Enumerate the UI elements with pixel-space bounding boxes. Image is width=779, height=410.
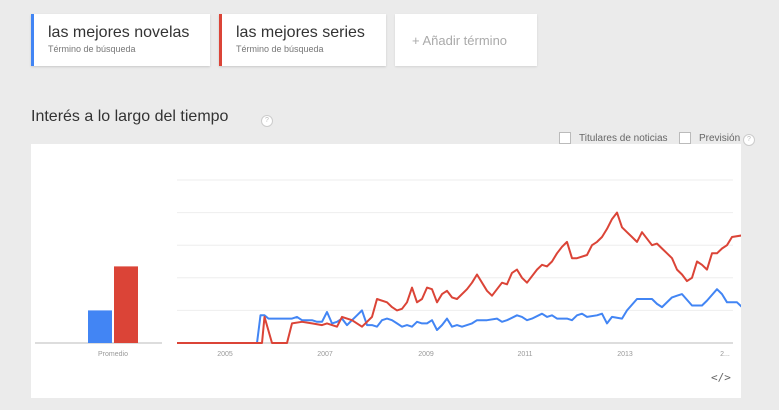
forecast-checkbox[interactable]: Previsión [679, 132, 740, 144]
svg-text:2011: 2011 [517, 351, 532, 358]
term-color-indicator [219, 14, 222, 66]
term-color-indicator [31, 14, 34, 66]
svg-text:2...: 2... [720, 351, 730, 358]
add-term-label: + Añadir término [412, 33, 508, 48]
checkbox-icon [559, 132, 571, 144]
checkbox-icon [679, 132, 691, 144]
chart-canvas: Promedio 2005 2007 2009 2011 2013 2... [35, 179, 741, 358]
svg-text:2005: 2005 [217, 351, 233, 358]
news-headlines-checkbox[interactable]: Titulares de noticias [559, 132, 668, 144]
news-headlines-label: Titulares de noticias [579, 132, 668, 144]
svg-text:2013: 2013 [617, 351, 633, 358]
forecast-help-icon[interactable]: ? [743, 134, 755, 146]
term-name: las mejores novelas [48, 24, 190, 41]
help-icon[interactable]: ? [261, 115, 273, 127]
search-term-card-series[interactable]: las mejores series Término de búsqueda [219, 14, 386, 66]
term-subtitle: Término de búsqueda [48, 44, 136, 54]
section-title: Interés a lo largo del tiempo [31, 108, 229, 125]
term-subtitle: Término de búsqueda [236, 44, 324, 54]
term-name: las mejores series [236, 24, 365, 41]
interest-over-time-chart: Promedio 2005 2007 2009 2011 2013 2... [31, 144, 741, 398]
svg-text:2009: 2009 [418, 351, 434, 358]
embed-code-icon[interactable]: </> [711, 371, 731, 384]
svg-text:2007: 2007 [317, 351, 333, 358]
search-term-card-novelas[interactable]: las mejores novelas Término de búsqueda [31, 14, 210, 66]
add-term-button[interactable]: + Añadir término [395, 14, 537, 66]
svg-text:Promedio: Promedio [98, 351, 128, 358]
forecast-label: Previsión [699, 132, 741, 144]
